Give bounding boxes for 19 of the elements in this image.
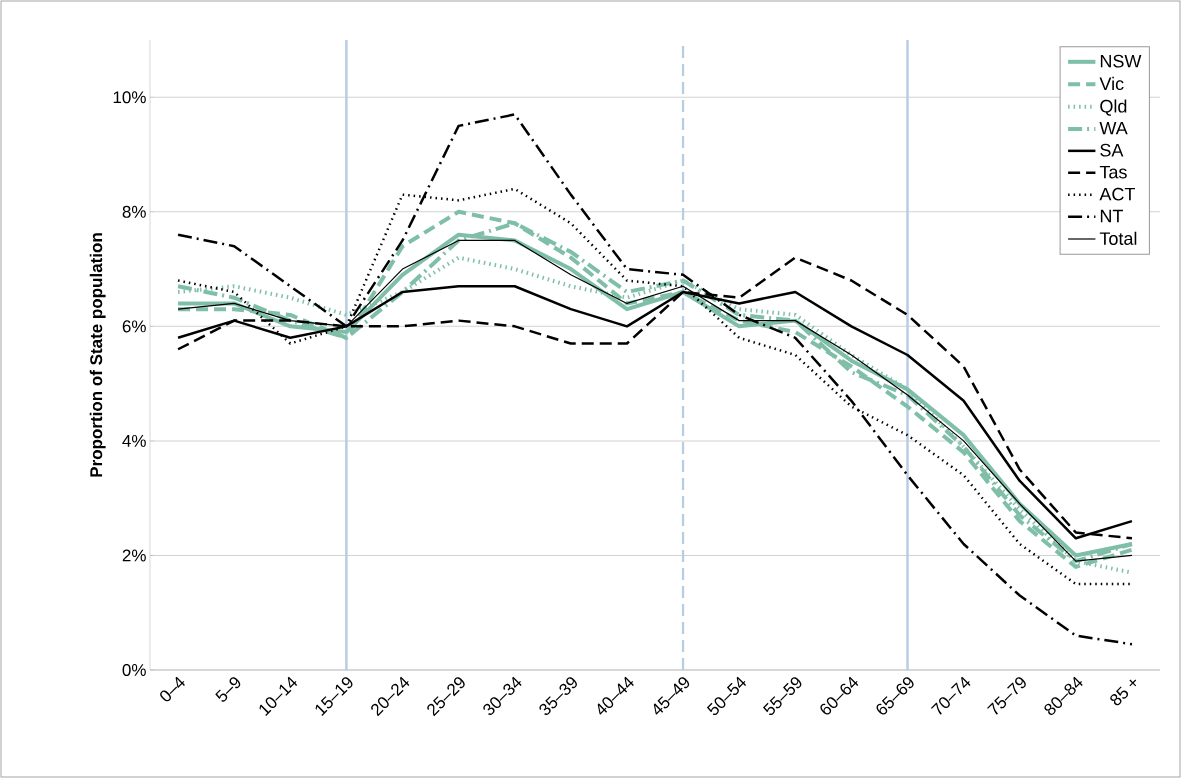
legend-label: Tas — [1099, 165, 1127, 179]
legend-label: SA — [1100, 143, 1124, 157]
legend-label: NT — [1100, 209, 1123, 223]
y-axis-title: Proportion of State population — [89, 233, 106, 477]
y-tick-label: 0% — [122, 663, 146, 677]
y-tick-label: 4% — [122, 434, 146, 447]
y-tick-label: 6% — [122, 320, 146, 333]
x-tick-label: 5–9 — [215, 677, 241, 702]
y-tick-label: 10% — [113, 91, 146, 104]
x-tick-label: 85 + — [1110, 679, 1137, 706]
x-tick-label: 0–4 — [160, 676, 185, 702]
legend-label: WA — [1099, 121, 1128, 135]
legend-label: Qld — [1100, 99, 1127, 116]
legend-label: ACT — [1099, 187, 1135, 201]
y-tick-label: 2% — [122, 549, 146, 562]
legend-label: Vic — [1099, 76, 1124, 91]
legend-label: Total — [1099, 231, 1137, 245]
y-tick-label: 8% — [122, 205, 146, 218]
legend-label: NSW — [1100, 54, 1142, 68]
